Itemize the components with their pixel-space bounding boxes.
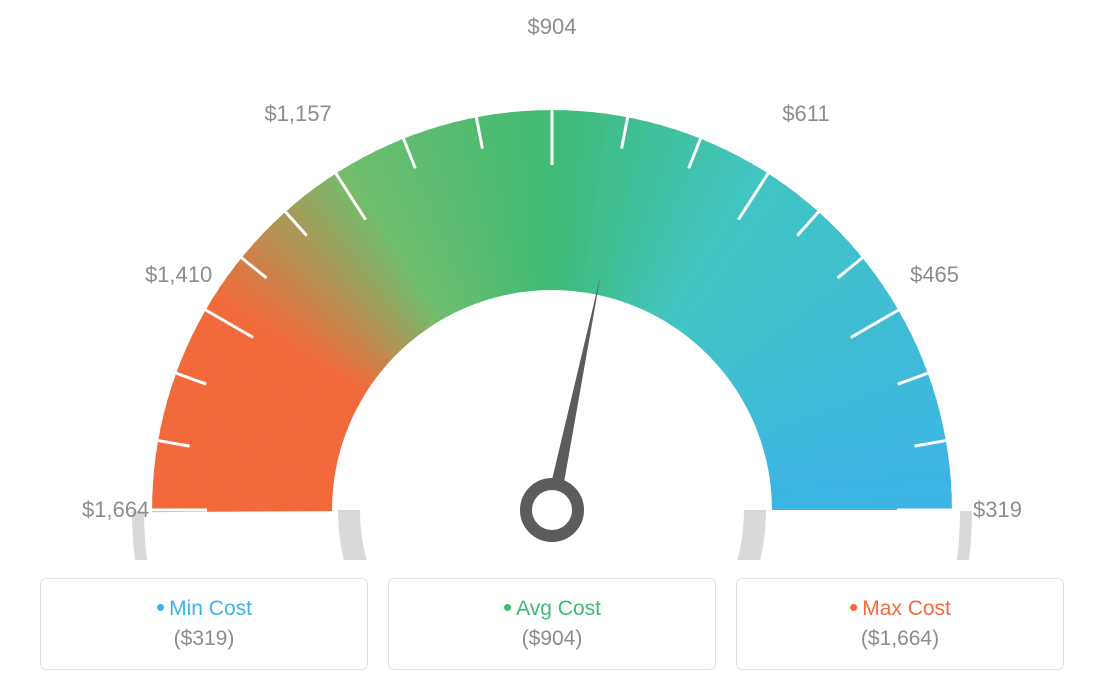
- gauge-hub: [526, 484, 578, 536]
- legend-max-title: • Max Cost: [849, 597, 951, 621]
- gauge-tick-label: $1,157: [264, 101, 331, 127]
- legend-min-title: • Min Cost: [156, 597, 252, 621]
- legend-min-box: • Min Cost ($319): [40, 578, 368, 670]
- legend-min-value: ($319): [174, 627, 235, 651]
- legend-row: • Min Cost ($319) • Avg Cost ($904) • Ma…: [40, 578, 1064, 670]
- legend-avg-label: Avg Cost: [516, 597, 601, 621]
- legend-avg-value: ($904): [522, 627, 583, 651]
- gauge-area: $319 $465 $611 $904 $1,157 $1,410 $1,664: [0, 0, 1104, 560]
- legend-max-box: • Max Cost ($1,664): [736, 578, 1064, 670]
- gauge-tick-label: $465: [910, 262, 959, 288]
- legend-max-label: Max Cost: [862, 597, 951, 621]
- gauge-color-arc: [152, 110, 952, 512]
- gauge-needle: [545, 275, 601, 511]
- gauge-chart-container: $319 $465 $611 $904 $1,157 $1,410 $1,664 • Min…: [0, 0, 1104, 690]
- legend-min-label: Min Cost: [169, 597, 252, 621]
- gauge-tick-label: $904: [528, 14, 577, 40]
- gauge-tick-label: $611: [782, 101, 829, 127]
- gauge-tick-label: $1,410: [145, 262, 212, 288]
- gauge-tick-label: $1,664: [82, 497, 149, 523]
- legend-avg-title: • Avg Cost: [503, 597, 601, 621]
- gauge-tick-label: $319: [973, 497, 1022, 523]
- legend-max-value: ($1,664): [861, 627, 939, 651]
- legend-avg-box: • Avg Cost ($904): [388, 578, 716, 670]
